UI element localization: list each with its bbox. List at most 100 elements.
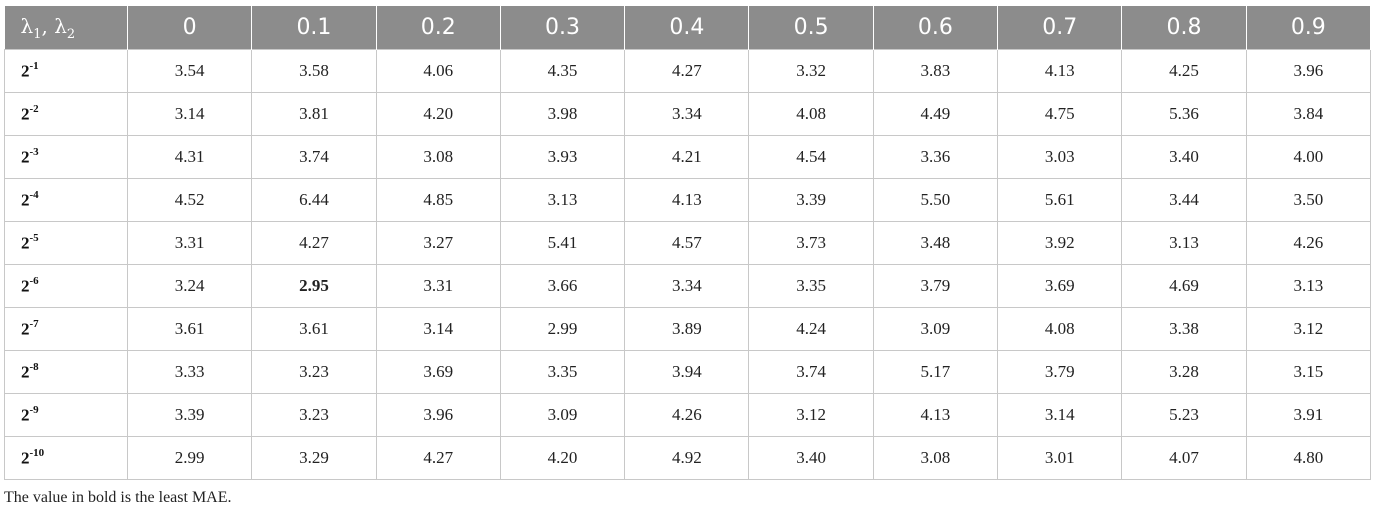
corner-header-cell: λ1, λ2: [4, 6, 128, 50]
table-cell: 2.99: [126, 436, 253, 480]
table-cell: 3.40: [1121, 135, 1247, 179]
table-cell: 3.14: [375, 307, 501, 351]
table-cell: 3.74: [251, 135, 377, 179]
table-cell: 3.50: [1245, 178, 1371, 222]
table-row: 2-5 3.31 4.27 3.27 5.41 4.57 3.73 3.48 3.92 3.13 4…: [4, 221, 1371, 265]
table-cell: 3.58: [251, 49, 377, 93]
table-cell: 3.36: [872, 135, 999, 179]
row-header-exponent: -1: [29, 59, 39, 72]
table-cell: 3.27: [375, 221, 501, 265]
results-table: λ1, λ2 0 0.1 0.2 0.3 0.4 0.5 0.6 0.7 0.8…: [4, 6, 1371, 480]
table-cell: 3.61: [126, 307, 253, 351]
header-row: λ1, λ2 0 0.1 0.2 0.3 0.4 0.5 0.6 0.7 0.8…: [4, 6, 1371, 50]
table-cell: 4.54: [748, 135, 874, 179]
table-cell: 3.13: [1121, 221, 1247, 265]
table-cell: 4.13: [997, 49, 1123, 93]
table-cell: 3.15: [1245, 350, 1371, 394]
table-cell: 4.08: [748, 92, 874, 136]
table-cell: 4.27: [375, 436, 501, 480]
table-cell: 3.44: [1121, 178, 1247, 222]
column-header: 0.4: [624, 6, 750, 50]
row-header-exponent: -3: [29, 145, 39, 158]
table-cell: 3.39: [126, 393, 253, 437]
row-header-base: 2: [21, 61, 30, 81]
row-header-base: 2: [21, 319, 30, 339]
column-header: 0.9: [1245, 6, 1371, 50]
row-header-exponent: -6: [29, 274, 39, 287]
table-cell: 4.35: [499, 49, 626, 93]
table-cell: 3.33: [126, 350, 253, 394]
table-cell: 4.13: [624, 178, 750, 222]
table-cell: 5.17: [872, 350, 999, 394]
column-header: 0.2: [375, 6, 501, 50]
row-header-cell: 2-9: [4, 393, 128, 437]
row-header-base: 2: [21, 104, 30, 124]
row-header-exponent: -5: [29, 231, 39, 244]
lambda2-symbol: λ: [54, 13, 67, 38]
table-row: 2-2 3.14 3.81 4.20 3.98 3.34 4.08 4.49 4.75 5.36 3…: [4, 92, 1371, 136]
table-cell: 3.92: [997, 221, 1123, 265]
table-cell: 3.32: [748, 49, 874, 93]
column-header: 0.6: [872, 6, 999, 50]
table-cell-best: 2.95: [251, 264, 377, 308]
row-header-cell: 2-2: [4, 92, 128, 136]
table-cell: 4.27: [251, 221, 377, 265]
table-cell: 3.69: [997, 264, 1123, 308]
table-cell: 4.07: [1121, 436, 1247, 480]
table-cell: 3.79: [997, 350, 1123, 394]
table-cell: 4.27: [624, 49, 750, 93]
table-cell: 5.23: [1121, 393, 1247, 437]
table-cell: 3.74: [748, 350, 874, 394]
table-cell: 3.35: [748, 264, 874, 308]
table-cell: 3.34: [624, 264, 750, 308]
row-header-base: 2: [21, 405, 30, 425]
column-header: 0.3: [499, 6, 626, 50]
table-cell: 4.26: [624, 393, 750, 437]
table-cell: 3.89: [624, 307, 750, 351]
table-cell: 4.00: [1245, 135, 1371, 179]
table-cell: 3.08: [375, 135, 501, 179]
row-header-exponent: -10: [29, 446, 45, 459]
row-header-base: 2: [21, 276, 30, 296]
table-cell: 3.69: [375, 350, 501, 394]
table-cell: 3.81: [251, 92, 377, 136]
table-cell: 3.08: [872, 436, 999, 480]
row-header-cell: 2-8: [4, 350, 128, 394]
table-cell: 3.28: [1121, 350, 1247, 394]
table-cell: 4.75: [997, 92, 1123, 136]
row-header-base: 2: [21, 147, 30, 167]
row-header-base: 2: [21, 233, 30, 253]
table-cell: 3.31: [126, 221, 253, 265]
table-row: 2-9 3.39 3.23 3.96 3.09 4.26 3.12 4.13 3.14 5.23 3…: [4, 393, 1371, 437]
table-cell: 5.50: [872, 178, 999, 222]
table-cell: 4.92: [624, 436, 750, 480]
table-cell: 4.52: [126, 178, 253, 222]
table-cell: 4.69: [1121, 264, 1247, 308]
lambda2-subscript: 2: [66, 26, 76, 42]
table-cell: 3.35: [499, 350, 626, 394]
table-cell: 5.41: [499, 221, 626, 265]
row-header-exponent: -9: [29, 403, 39, 416]
table-cell: 5.61: [997, 178, 1123, 222]
table-cell: 3.40: [748, 436, 874, 480]
table-cell: 3.09: [499, 393, 626, 437]
table-cell: 3.01: [997, 436, 1123, 480]
table-cell: 4.21: [624, 135, 750, 179]
table-row: 2-3 4.31 3.74 3.08 3.93 4.21 4.54 3.36 3.03 3.40 4…: [4, 135, 1371, 179]
table-cell: 3.61: [251, 307, 377, 351]
table-cell: 4.49: [872, 92, 999, 136]
table-row: 2-1 3.54 3.58 4.06 4.35 4.27 3.32 3.83 4.13 4.25 3…: [4, 49, 1371, 93]
column-header: 0.1: [251, 6, 377, 50]
table-cell: 3.93: [499, 135, 626, 179]
lambda1-subscript: 1: [33, 26, 42, 42]
row-header-cell: 2-6: [4, 264, 128, 308]
row-header-cell: 2-4: [4, 178, 128, 222]
table-cell: 3.96: [1245, 49, 1371, 93]
table-cell: 4.24: [748, 307, 874, 351]
corner-separator: ,: [41, 13, 55, 38]
row-header-exponent: -7: [29, 317, 39, 330]
row-header-base: 2: [21, 190, 30, 210]
table-cell: 3.34: [624, 92, 750, 136]
table-cell: 4.20: [499, 436, 626, 480]
table-cell: 3.84: [1245, 92, 1371, 136]
